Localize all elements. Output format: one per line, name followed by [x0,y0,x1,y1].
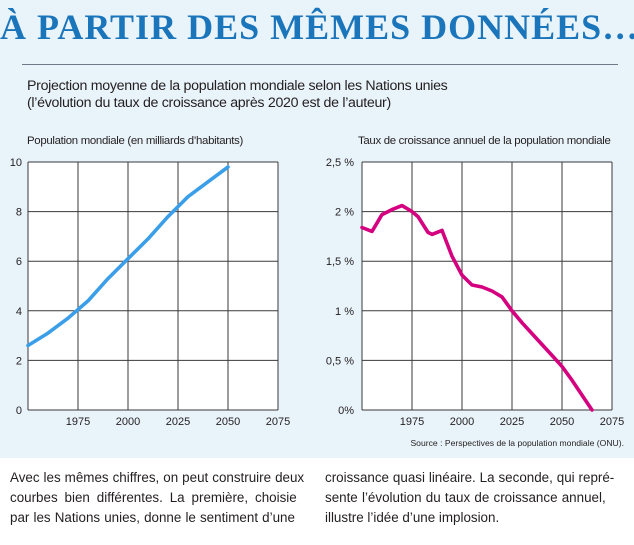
body-text-line: illustre l’idée d’une implosion. [325,510,500,525]
subtitle-line-2: (l’évolution du taux de croissance après… [27,95,391,111]
body-text-right: croissance quasi linéaire. La seconde, q… [325,468,625,528]
population-x-tick-label: 2075 [266,416,290,428]
population-y-tick-label: 0 [16,405,22,417]
body-text-line: croissance quasi linéaire. La seconde, q… [325,470,615,485]
source-text: Perspectives de la population mondiale (… [445,438,624,448]
growth-series-line [360,203,594,412]
body-text-left: Avec les mêmes chiffres, on peut constru… [10,468,306,528]
population-plot-area [28,162,278,410]
growth-y-tick-label: 1,5 % [326,256,354,268]
population-x-tick-label: 2000 [116,416,140,428]
population-x-tick-label: 1975 [66,416,90,428]
growth-y-tick-label: 1 % [335,306,354,318]
headline: À PARTIR DES MÊMES DONNÉES… [0,7,634,47]
body-text-line: sente l’évolution du taux de croissance … [325,490,606,505]
body-text-line: par les Nations unies, donne le sentimen… [10,510,295,525]
subtitle-line-1: Projection moyenne de la population mond… [27,78,448,94]
population-x-tick-label: 2050 [216,416,240,428]
growth-chart: 0% 0,5 % 1 % 1,5 % 2 % 2,5 % 1975 2000 2025 2050 2… [326,157,624,448]
body-text-line: courbes bien différentes. La première, c… [10,490,297,505]
growth-y-tick-label: 2,5 % [326,157,354,169]
body-text-line: Avec les mêmes chiffres, on peut constru… [10,470,305,485]
source-label: Source : [410,438,444,448]
growth-x-tick-label: 2050 [550,416,574,428]
source-note: Source : Perspectives de la population m… [410,438,624,448]
growth-x-tick-label: 1975 [400,416,424,428]
charts-canvas: 0 2 4 6 8 10 1975 2000 2025 2050 2075 0% 0,5 % 1 % 1,5… [10,157,624,448]
growth-x-tick-label: 2000 [450,416,474,428]
growth-plot-area [362,162,612,410]
population-y-tick-label: 6 [16,256,22,268]
population-y-tick-label: 4 [16,306,22,318]
headline-rule [22,64,618,65]
population-series-line [26,165,230,348]
growth-chart-title: Taux de croissance annuel de la populati… [358,135,611,147]
population-y-tick-label: 8 [16,207,22,219]
growth-x-tick-label: 2025 [500,416,524,428]
growth-y-tick-label: 2 % [335,207,354,219]
growth-y-tick-label: 0% [338,405,354,417]
population-y-tick-label: 2 [16,355,22,367]
population-chart-title: Population mondiale (en milliards d’habi… [27,135,244,147]
growth-x-tick-label: 2075 [600,416,624,428]
population-y-tick-label: 10 [10,157,22,169]
growth-y-tick-label: 0,5 % [326,355,354,367]
population-chart: 0 2 4 6 8 10 1975 2000 2025 2050 2075 [10,157,290,428]
population-x-tick-label: 2025 [166,416,190,428]
